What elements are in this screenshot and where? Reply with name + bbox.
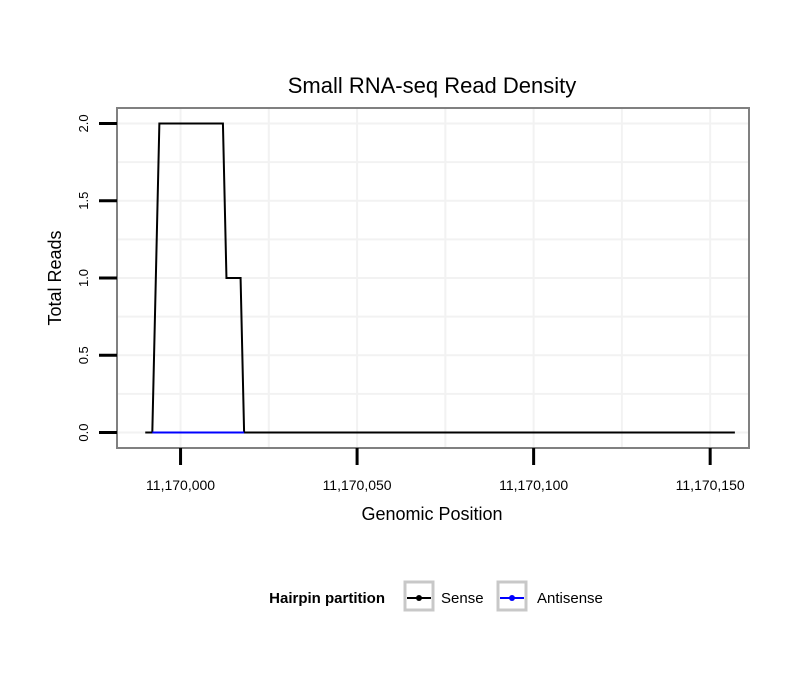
- y-tick-label: 1.0: [76, 269, 91, 287]
- y-axis-label: Total Reads: [45, 230, 65, 325]
- x-tick-label: 11,170,050: [323, 477, 392, 493]
- y-tick-label: 2.0: [76, 114, 91, 132]
- y-tick-label: 0.5: [76, 346, 91, 364]
- series-line-sense: [145, 122, 735, 434]
- x-tick-label: 11,170,000: [146, 477, 215, 493]
- legend-key-sense-dot: [416, 595, 422, 601]
- chart-title: Small RNA-seq Read Density: [288, 73, 577, 98]
- y-tick-label: 0.0: [76, 424, 91, 442]
- x-axis: 11,170,000 11,170,050 11,170,100 11,170,150: [146, 448, 745, 493]
- legend-label-antisense: Antisense: [537, 590, 603, 607]
- y-tick-label: 1.5: [76, 192, 91, 210]
- legend: Hairpin partition Sense Antisense: [269, 580, 603, 612]
- legend-label-sense: Sense: [441, 590, 484, 607]
- x-tick-label: 11,170,150: [676, 477, 745, 493]
- series-layer: [145, 122, 735, 434]
- legend-title: Hairpin partition: [269, 590, 385, 607]
- x-axis-label: Genomic Position: [361, 504, 502, 524]
- legend-key-antisense-dot: [509, 595, 515, 601]
- x-tick-label: 11,170,100: [499, 477, 568, 493]
- y-axis: 0.0 0.5 1.0 1.5 2.0: [76, 114, 117, 442]
